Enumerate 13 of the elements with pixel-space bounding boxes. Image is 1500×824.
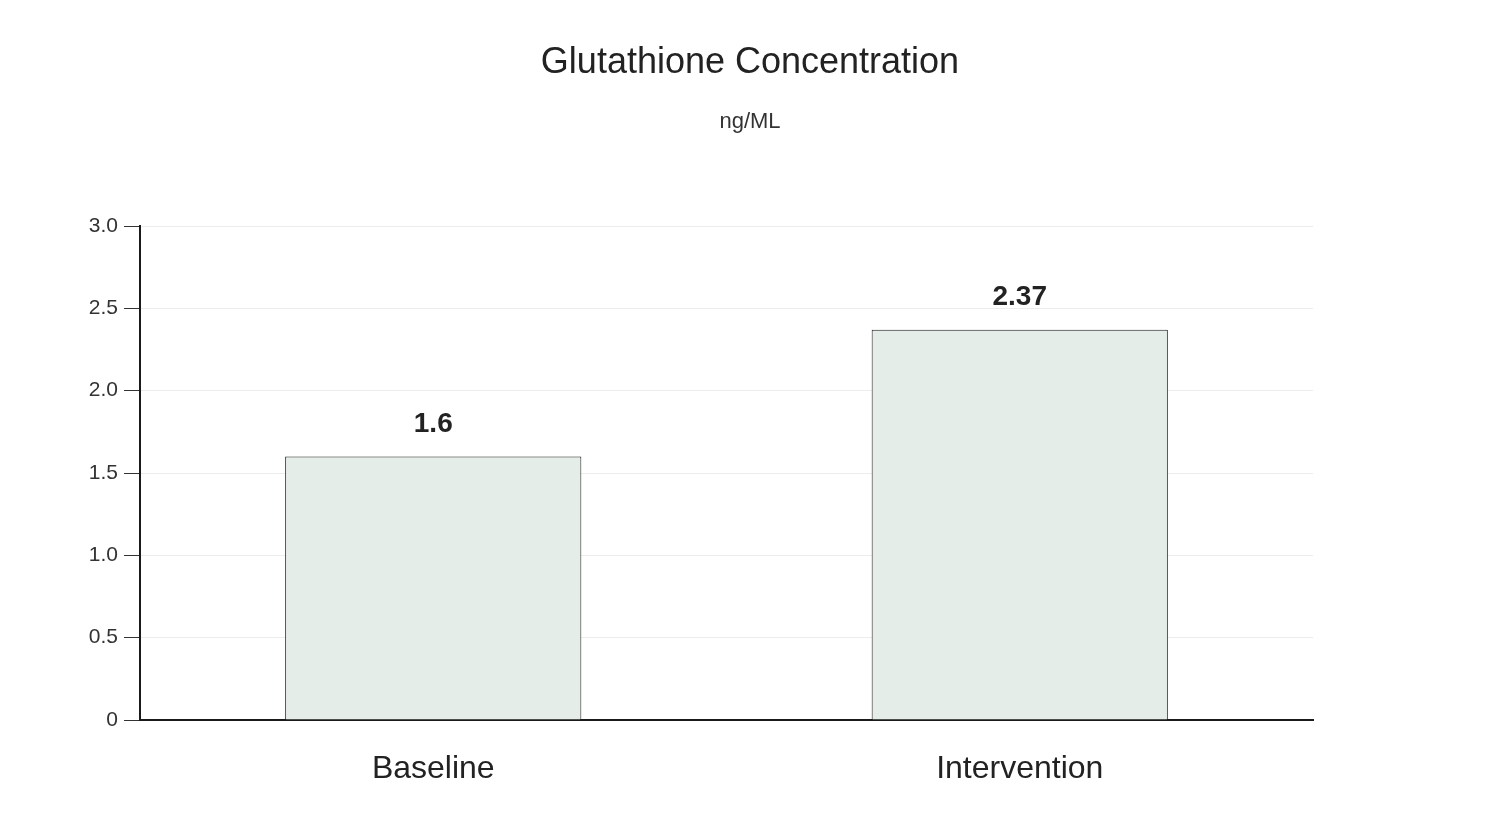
data-label: 2.37 <box>992 280 1047 312</box>
chart-title: Glutathione Concentration <box>539 40 961 82</box>
y-tick-label: 1.0 <box>88 542 118 566</box>
y-tick-label: 0.5 <box>88 624 118 648</box>
x-tick-label: Baseline <box>371 749 495 786</box>
chart-subtitle: ng/ML <box>718 108 782 134</box>
y-tick-label: 2.0 <box>88 377 118 401</box>
y-tick-label: 1.5 <box>88 459 118 483</box>
x-tick-label: Intervention <box>936 749 1104 786</box>
y-tick-label: 3.0 <box>88 212 118 236</box>
y-tick-label: 2.5 <box>88 295 118 319</box>
data-label: 1.6 <box>413 407 453 439</box>
y-tick-label: 0 <box>106 706 118 730</box>
